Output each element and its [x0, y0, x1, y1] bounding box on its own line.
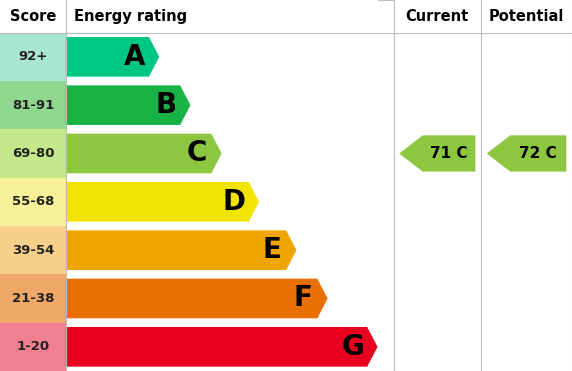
Bar	[394, 178, 481, 226]
Bar	[0, 81, 66, 129]
Polygon shape	[66, 279, 328, 318]
Bar	[481, 0, 572, 33]
Bar	[394, 226, 481, 274]
Bar	[0, 226, 66, 274]
Bar	[0, 0, 378, 33]
Text: D: D	[223, 188, 246, 216]
Bar	[0, 323, 66, 371]
Bar	[481, 323, 572, 371]
Text: G: G	[341, 333, 364, 361]
Text: F: F	[293, 285, 312, 312]
Bar	[481, 81, 572, 129]
Text: 1-20: 1-20	[17, 340, 49, 353]
Bar	[481, 274, 572, 323]
Polygon shape	[66, 230, 296, 270]
Bar	[394, 323, 481, 371]
Text: 71 C: 71 C	[430, 146, 468, 161]
Bar	[66, 226, 378, 274]
Text: A: A	[124, 43, 145, 71]
Polygon shape	[66, 182, 259, 221]
Bar	[481, 129, 572, 178]
Polygon shape	[66, 37, 159, 77]
Text: B: B	[156, 91, 176, 119]
Bar	[66, 129, 378, 178]
Polygon shape	[399, 135, 475, 172]
Polygon shape	[66, 134, 222, 173]
Text: C: C	[187, 139, 207, 167]
Bar	[394, 81, 481, 129]
Text: Energy rating: Energy rating	[74, 9, 188, 24]
Text: Potential: Potential	[489, 9, 564, 24]
Text: 72 C: 72 C	[519, 146, 557, 161]
Bar	[66, 323, 378, 371]
Bar	[0, 178, 66, 226]
Text: 39-54: 39-54	[11, 244, 54, 257]
Polygon shape	[66, 327, 378, 367]
Bar	[394, 0, 481, 33]
Bar	[0, 129, 66, 178]
Bar	[66, 81, 378, 129]
Bar	[66, 178, 378, 226]
Text: Score: Score	[10, 9, 56, 24]
Bar	[0, 33, 66, 81]
Bar	[481, 33, 572, 81]
Polygon shape	[487, 135, 566, 172]
Bar	[481, 178, 572, 226]
Bar	[481, 226, 572, 274]
Text: 55-68: 55-68	[11, 195, 54, 209]
Text: Current: Current	[406, 9, 469, 24]
Text: E: E	[263, 236, 281, 264]
Bar	[66, 33, 378, 81]
Bar	[66, 274, 378, 323]
Polygon shape	[66, 85, 190, 125]
Bar	[0, 274, 66, 323]
Bar	[394, 33, 481, 81]
Bar	[394, 274, 481, 323]
Text: 92+: 92+	[18, 50, 47, 63]
Text: 21-38: 21-38	[11, 292, 54, 305]
Bar	[394, 129, 481, 178]
Text: 81-91: 81-91	[12, 99, 54, 112]
Text: 69-80: 69-80	[11, 147, 54, 160]
